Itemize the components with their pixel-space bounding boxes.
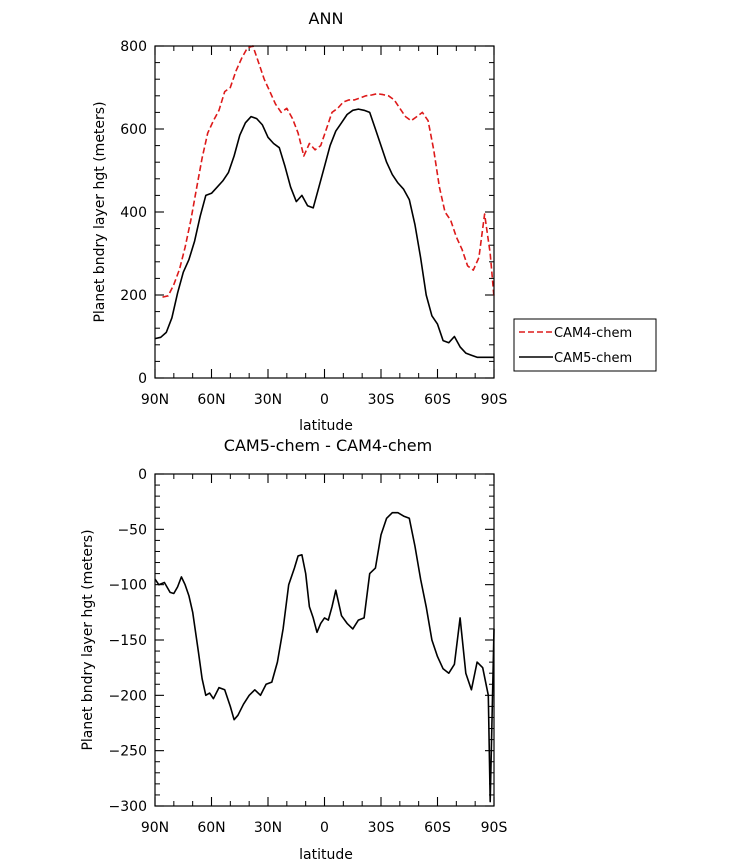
y-tick-label: 600 bbox=[120, 122, 147, 138]
bottom-panel-y-axis-label: Planet bndry layer hgt (meters) bbox=[80, 529, 96, 750]
legend-label-cam4-chem: CAM4-chem bbox=[554, 326, 632, 341]
top-panel-title: ANN bbox=[309, 9, 344, 28]
top-panel-frame bbox=[154, 45, 495, 379]
x-tick-label: 0 bbox=[320, 820, 329, 836]
legend-box bbox=[513, 318, 657, 372]
x-tick-label: 90N bbox=[141, 820, 169, 836]
x-tick-label: 60N bbox=[197, 392, 225, 408]
bottom-panel-series bbox=[154, 511, 495, 803]
bottom-panel: CAM5-chem - CAM4-chem 90N 60N 30N 0 30S 60S 90… bbox=[80, 436, 507, 863]
y-tick-label: 800 bbox=[120, 39, 147, 55]
x-tick-label: 60S bbox=[424, 392, 451, 408]
y-tick-label: −100 bbox=[109, 578, 147, 594]
y-tick-label: 200 bbox=[120, 288, 147, 304]
y-tick-label: −50 bbox=[117, 522, 147, 538]
x-tick-label: 90S bbox=[481, 392, 508, 408]
y-tick-label: −250 bbox=[109, 744, 147, 760]
bottom-panel-frame bbox=[154, 473, 495, 807]
top-panel-tick-labels: 90N 60N 30N 0 30S 60S 90S 0 200 400 600 800 bbox=[120, 39, 507, 408]
top-panel: ANN 90N 60N 30N 0 30S 60S 90S 0 200 400 600 800 lat… bbox=[92, 9, 507, 434]
bottom-panel-x-axis-label: latitude bbox=[299, 847, 353, 863]
y-tick-label: −150 bbox=[109, 633, 147, 649]
legend-label-cam5-chem: CAM5-chem bbox=[554, 351, 632, 366]
series-line-cam4-chem bbox=[162, 45, 495, 298]
x-tick-label: 0 bbox=[320, 392, 329, 408]
top-panel-ticks bbox=[154, 45, 495, 379]
y-tick-label: 0 bbox=[138, 371, 147, 387]
x-tick-label: 90S bbox=[481, 820, 508, 836]
top-panel-x-axis-label: latitude bbox=[299, 418, 353, 434]
legend[interactable]: CAM4-chem CAM5-chem bbox=[513, 318, 657, 372]
x-tick-label: 60S bbox=[424, 820, 451, 836]
x-tick-label: 30N bbox=[254, 820, 282, 836]
x-tick-label: 30S bbox=[368, 392, 395, 408]
x-tick-label: 90N bbox=[141, 392, 169, 408]
bottom-panel-tick-labels: 90N 60N 30N 0 30S 60S 90S 0 −50 −100 −150 −200 −250 −… bbox=[109, 467, 508, 836]
bottom-panel-ticks bbox=[154, 473, 495, 807]
y-tick-label: 0 bbox=[138, 467, 147, 483]
y-tick-label: −300 bbox=[109, 799, 147, 815]
series-line-difference-0 bbox=[154, 511, 495, 803]
top-panel-y-axis-label: Planet bndry layer hgt (meters) bbox=[92, 101, 108, 322]
y-tick-label: 400 bbox=[120, 205, 147, 221]
bottom-panel-title: CAM5-chem - CAM4-chem bbox=[224, 436, 432, 455]
series-line-cam5-chem bbox=[154, 108, 494, 359]
x-tick-label: 30S bbox=[368, 820, 395, 836]
y-tick-label: −200 bbox=[109, 688, 147, 704]
x-tick-label: 30N bbox=[254, 392, 282, 408]
top-panel-series bbox=[154, 45, 495, 359]
x-tick-label: 60N bbox=[197, 820, 225, 836]
